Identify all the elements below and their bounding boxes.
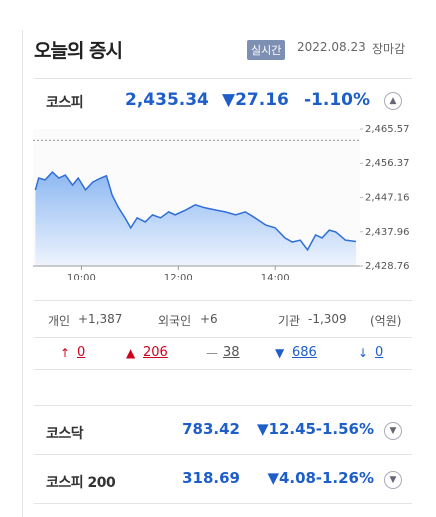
left-border xyxy=(22,30,23,517)
divider xyxy=(34,300,412,301)
breadth-count[interactable]: 0 xyxy=(77,345,86,360)
y-tick-label: 2,428.76 xyxy=(365,261,410,272)
badge: 실시간 xyxy=(247,40,286,60)
expand-button[interactable]: ▼ xyxy=(384,422,402,440)
investor-label: 외국인 xyxy=(158,314,192,328)
expand-button[interactable]: ▼ xyxy=(384,471,402,489)
breadth-count[interactable]: 206 xyxy=(143,345,168,360)
index-change: ▼4.08 xyxy=(267,469,316,487)
investor-value: +6 xyxy=(200,312,218,326)
collapse-button[interactable]: ▲ xyxy=(384,92,402,110)
divider xyxy=(34,337,412,338)
date: 2022.08.23 xyxy=(297,40,366,54)
x-tick-label: 10:00 xyxy=(67,273,96,280)
area-fill xyxy=(35,172,356,266)
index-value: 318.69 xyxy=(182,469,240,487)
unit: (억원) xyxy=(370,314,402,328)
breadth-count[interactable]: 686 xyxy=(292,345,317,360)
index-name[interactable]: 코스닥 xyxy=(46,426,84,442)
y-tick-label: 2,465.57 xyxy=(365,124,410,135)
divider xyxy=(34,78,412,79)
divider xyxy=(34,369,412,370)
investor-label: 기관 xyxy=(278,314,301,328)
price-line xyxy=(34,171,357,252)
investor-value: +1,387 xyxy=(78,312,123,326)
breadth-icon: ↑ xyxy=(60,346,71,360)
chart: 2,428.76 2,437.96 2,447.16 2,456.37 2,465.57… xyxy=(33,124,410,280)
breadth-count[interactable]: 38 xyxy=(223,345,240,360)
breadth-icon: ▲ xyxy=(126,346,136,360)
investor-value: -1,309 xyxy=(308,312,347,326)
y-tick-label: 2,437.96 xyxy=(365,227,410,238)
breadth-icon: ▼ xyxy=(275,346,285,360)
index-rate: -1.26% xyxy=(315,469,374,487)
divider xyxy=(34,503,412,504)
index-rate: -1.10% xyxy=(304,90,371,110)
y-tick-label: 2,456.37 xyxy=(365,158,410,169)
title: 오늘의 증시 xyxy=(34,40,123,62)
breadth-icon: — xyxy=(206,346,218,360)
index-change: ▼12.45 xyxy=(257,420,316,438)
status: 장마감 xyxy=(372,42,406,56)
index-value: 2,435.34 xyxy=(125,90,209,110)
x-tick-label: 14:00 xyxy=(261,273,290,280)
breadth-count[interactable]: 0 xyxy=(375,345,384,360)
breadth-icon: ↓ xyxy=(358,346,369,360)
index-rate: -1.56% xyxy=(315,420,374,438)
index-name[interactable]: 코스피 200 xyxy=(46,475,116,491)
index-value: 783.42 xyxy=(182,420,240,438)
divider xyxy=(34,454,412,455)
x-tick-label: 12:00 xyxy=(164,273,193,280)
divider xyxy=(34,405,412,406)
investor-label: 개인 xyxy=(48,314,71,328)
index-name: 코스피 xyxy=(46,95,84,111)
y-tick-label: 2,447.16 xyxy=(365,193,410,204)
index-change: ▼27.16 xyxy=(222,90,289,110)
